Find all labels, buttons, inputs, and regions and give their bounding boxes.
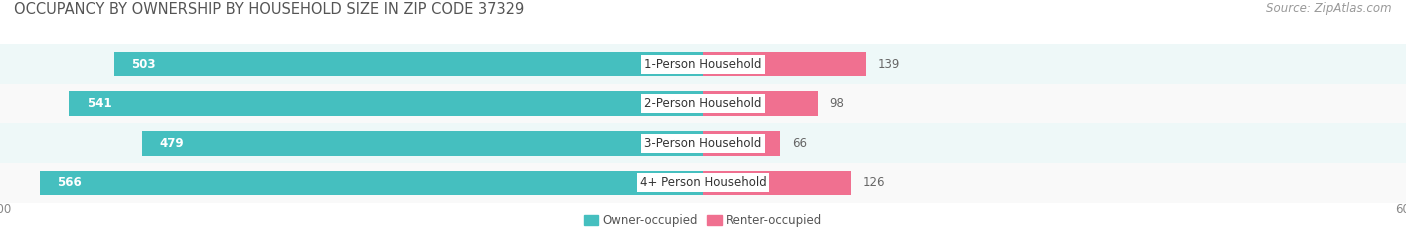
Bar [703,131,780,156]
Bar [142,131,703,156]
Bar [703,171,851,195]
Text: 541: 541 [87,97,111,110]
Bar [69,91,703,116]
Legend: Owner-occupied, Renter-occupied: Owner-occupied, Renter-occupied [583,214,823,227]
Bar [703,52,866,76]
Text: 600: 600 [0,203,11,216]
Bar [0,84,1406,123]
Bar [703,91,818,116]
Text: Source: ZipAtlas.com: Source: ZipAtlas.com [1267,2,1392,15]
Text: OCCUPANCY BY OWNERSHIP BY HOUSEHOLD SIZE IN ZIP CODE 37329: OCCUPANCY BY OWNERSHIP BY HOUSEHOLD SIZE… [14,2,524,17]
Text: 139: 139 [877,58,900,71]
Text: 3-Person Household: 3-Person Household [644,137,762,150]
Bar [39,171,703,195]
Text: 1-Person Household: 1-Person Household [644,58,762,71]
Text: 2-Person Household: 2-Person Household [644,97,762,110]
Text: 503: 503 [131,58,156,71]
Bar [0,44,1406,84]
Bar [0,163,1406,203]
Text: 126: 126 [862,176,884,189]
Text: 66: 66 [792,137,807,150]
Bar [114,52,703,76]
Text: 566: 566 [58,176,82,189]
Text: 600: 600 [1395,203,1406,216]
Text: 98: 98 [830,97,845,110]
Text: 4+ Person Household: 4+ Person Household [640,176,766,189]
Bar [0,123,1406,163]
Text: 479: 479 [159,137,184,150]
